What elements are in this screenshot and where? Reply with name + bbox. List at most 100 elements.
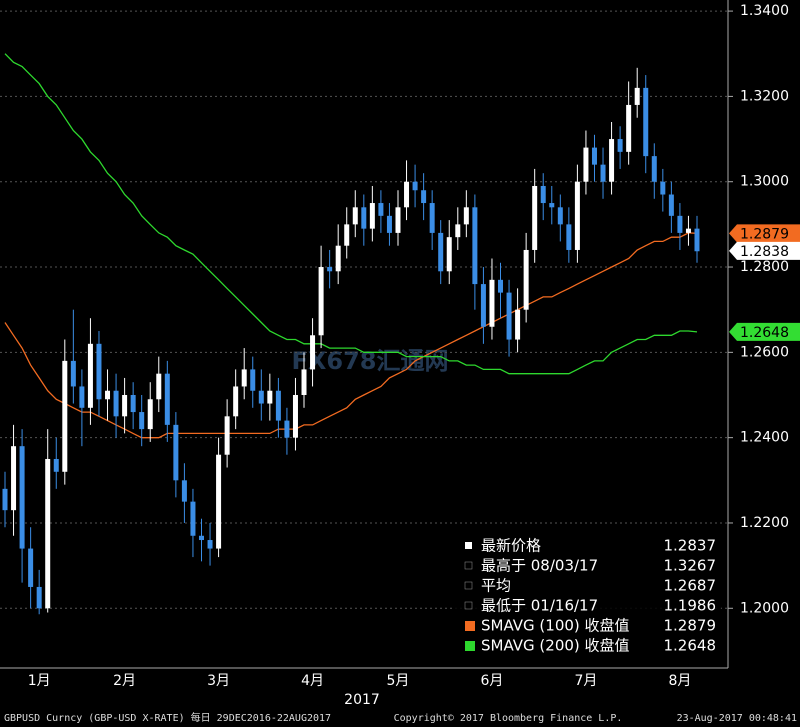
candle-body <box>250 369 256 391</box>
candle-body <box>267 390 273 404</box>
candle-body <box>455 224 461 238</box>
candle-body <box>361 207 367 229</box>
candle-body <box>147 399 153 430</box>
x-tick-label: 3月 <box>207 673 230 689</box>
candle-body <box>198 535 204 541</box>
candle-body <box>668 194 674 216</box>
candle-body <box>600 164 606 182</box>
price-badge-label: 1.2648 <box>740 325 789 341</box>
candle-body <box>446 237 452 272</box>
legend-icon <box>464 561 473 570</box>
candle-body <box>87 343 93 408</box>
candle-body <box>532 185 538 250</box>
candle-body <box>45 458 51 609</box>
legend-icon <box>464 581 473 590</box>
candle-body <box>113 390 119 417</box>
candle-body <box>523 249 529 310</box>
candle-body <box>566 224 572 250</box>
candle-body <box>105 390 111 400</box>
candle-body <box>190 501 196 536</box>
y-tick-label: 1.2800 <box>740 259 789 275</box>
candle-body <box>404 181 410 208</box>
legend-icon <box>464 601 473 610</box>
candle-body <box>429 203 435 233</box>
candle-body <box>216 454 222 549</box>
candle-body <box>421 190 427 204</box>
price-badge-label: 1.2879 <box>740 226 789 242</box>
candle-body <box>515 309 521 340</box>
candle-body <box>626 104 632 152</box>
candle-body <box>463 207 469 225</box>
candle-body <box>369 203 375 229</box>
legend-value: 1.2879 <box>664 617 717 635</box>
price-badge <box>729 241 800 260</box>
candle-body <box>694 228 700 252</box>
x-tick-label: 5月 <box>387 673 410 689</box>
x-tick-label: 4月 <box>301 673 324 689</box>
candle-body <box>241 369 247 387</box>
legend-value: 1.2837 <box>664 537 717 555</box>
y-tick-label: 1.3200 <box>740 88 789 104</box>
legend-icon <box>465 542 472 549</box>
candle-body <box>284 420 290 438</box>
price-badge <box>729 322 800 341</box>
legend-value: 1.3267 <box>664 557 717 575</box>
x-tick-label: 1月 <box>28 673 51 689</box>
x-tick-label: 2月 <box>113 673 136 689</box>
y-tick-label: 1.2600 <box>740 344 789 360</box>
candle-body <box>472 207 478 285</box>
footer-left: GBPUSD Curncy (GBP-USD X-RATE) 每日 29DEC2… <box>4 711 331 724</box>
candle-body <box>28 548 34 587</box>
candle-body <box>438 232 444 272</box>
legend-label: SMAVG (100) 收盘值 <box>481 617 630 635</box>
candle-body <box>181 480 187 502</box>
candle-body <box>207 540 213 549</box>
candle-body <box>301 369 307 395</box>
candle-body <box>130 394 136 413</box>
legend-box <box>453 536 721 658</box>
candle-body <box>557 207 563 225</box>
legend-value: 1.2687 <box>664 577 717 595</box>
price-badge <box>729 224 800 243</box>
candle-body <box>378 203 384 216</box>
candle-body <box>660 181 666 195</box>
x-tick-label: 7月 <box>574 673 597 689</box>
legend-value: 1.2648 <box>664 637 717 655</box>
y-tick-label: 1.3400 <box>740 3 789 19</box>
candle-body <box>224 416 230 455</box>
legend-value: 1.1986 <box>664 597 717 615</box>
year-label: 2017 <box>344 692 380 708</box>
sma-line <box>4 53 698 375</box>
candle-body <box>96 343 102 400</box>
candle-body <box>318 267 324 336</box>
price-badge-label: 1.2838 <box>740 244 789 260</box>
candle-body <box>327 267 333 272</box>
legend-swatch <box>465 621 475 631</box>
candle-body <box>164 373 170 425</box>
candle-body <box>53 458 59 472</box>
legend-label: SMAVG (200) 收盘值 <box>481 637 630 655</box>
candle-body <box>617 139 623 152</box>
candle-body <box>335 245 341 272</box>
candle-body <box>677 215 683 233</box>
legend-label: 最低于 01/16/17 <box>481 597 598 615</box>
candle-body <box>634 87 640 105</box>
candle-body <box>275 390 281 421</box>
candle-body <box>2 488 8 511</box>
candle-body <box>498 279 504 293</box>
x-tick-label: 8月 <box>668 673 691 689</box>
candle-body <box>70 360 76 387</box>
candle-body <box>489 279 495 327</box>
y-tick-label: 1.2200 <box>740 515 789 531</box>
candle-body <box>79 386 85 408</box>
candle-body <box>549 203 555 208</box>
candle-body <box>122 394 128 417</box>
candle-body <box>310 335 316 370</box>
candle-body <box>643 87 649 157</box>
candle-body <box>583 147 589 182</box>
candle-body <box>19 446 25 549</box>
candle-body <box>62 360 68 472</box>
footer-center: Copyright© 2017 Bloomberg Finance L.P. <box>394 713 623 724</box>
